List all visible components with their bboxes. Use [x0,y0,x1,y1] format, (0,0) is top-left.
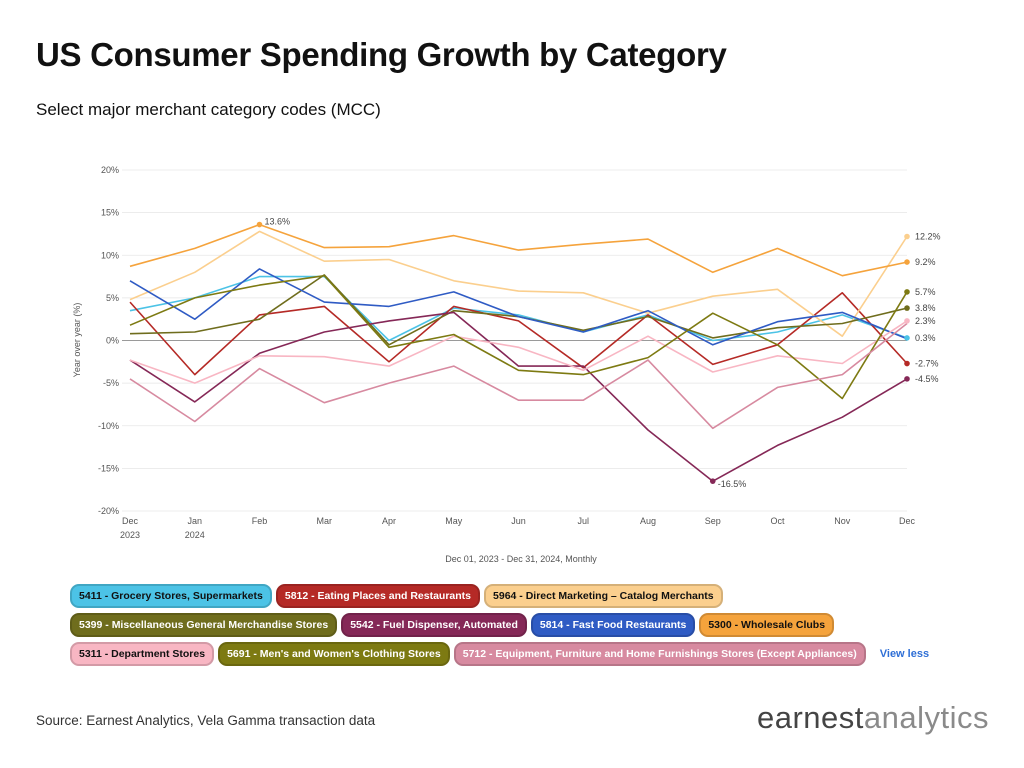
legend-chip[interactable]: 5411 - Grocery Stores, Supermarkets [70,584,272,608]
view-less-link[interactable]: View less [880,648,929,660]
end-value-label: 12.2% [915,231,941,241]
end-value-label: 0.3% [915,333,936,343]
chart-title: US Consumer Spending Growth by Category [36,36,727,74]
x-tick-label: Jun [511,516,526,526]
x-axis-ticks: Dec 2023 Jan 2024 Feb Mar Apr May Jun Jul Aug Sep Oc… [120,516,916,540]
y-axis-ticks: 20% 15% 10% 5% 0% -5% -10% -15% -20% [98,165,119,516]
legend-chip[interactable]: 5812 - Eating Places and Restaurants [276,584,480,608]
point-value-label: -16.5% [718,479,747,489]
x-tick-label: May [445,516,463,526]
legend-row: 5411 - Grocery Stores, Supermarkets 5812 … [70,584,970,608]
source-note: Source: Earnest Analytics, Vela Gamma tr… [36,713,375,728]
end-value-label: 3.8% [915,303,936,313]
end-point-marker [904,234,910,240]
x-axis-label: Dec 01, 2023 - Dec 31, 2024, Monthly [445,554,597,564]
legend: 5411 - Grocery Stores, Supermarkets 5812 … [70,584,970,671]
legend-chip[interactable]: 5691 - Men's and Women's Clothing Stores [218,642,450,666]
chart-subtitle: Select major merchant category codes (MC… [36,100,381,120]
x-tick-year-label: 2023 [120,530,140,540]
x-tick-label: Jan [187,516,202,526]
end-point-marker [904,259,910,265]
y-tick-label: 5% [106,293,119,303]
x-tick-year-label: 2024 [185,530,205,540]
end-value-label: 9.2% [915,257,936,267]
x-tick-label: Aug [640,516,656,526]
end-point-marker [904,305,910,311]
x-tick-label: Apr [382,516,396,526]
x-tick-label: Feb [252,516,268,526]
series-line [130,321,907,383]
end-value-label: -2.7% [915,359,939,369]
end-point-marker [904,318,910,324]
grid-lines [122,170,907,511]
value-labels: -16.5% 13.6% 12.2% 9.2% 5.7% 3.8% 2.3% 0.3% -2.7… [257,217,941,490]
y-tick-label: -20% [98,506,119,516]
legend-chip[interactable]: 5399 - Miscellaneous General Merchandise… [70,613,337,637]
legend-chip[interactable]: 5311 - Department Stores [70,642,214,666]
x-tick-label: Dec [122,516,139,526]
y-tick-label: -5% [103,378,119,388]
series-line [130,277,907,341]
legend-chip[interactable]: 5542 - Fuel Dispenser, Automated [341,613,527,637]
x-tick-label: Nov [834,516,851,526]
y-tick-label: 15% [101,208,119,218]
end-value-label: 5.7% [915,287,936,297]
x-tick-label: Jul [577,516,589,526]
point-marker [257,222,263,228]
series-line [130,312,907,481]
series-lines [130,225,907,482]
x-tick-label: Dec [899,516,916,526]
brand-logo-right: analytics [864,700,989,735]
series-line [130,225,907,276]
end-point-marker [904,361,910,367]
x-tick-label: Mar [317,516,333,526]
x-tick-label: Sep [705,516,721,526]
y-tick-label: 0% [106,336,119,346]
brand-logo: earnestanalytics [757,700,989,736]
end-point-marker [904,289,910,295]
end-value-label: 2.3% [915,316,936,326]
series-line [130,324,907,429]
end-point-marker [904,376,910,382]
point-value-label: 13.6% [265,217,291,227]
legend-chip[interactable]: 5300 - Wholesale Clubs [699,613,834,637]
legend-chip[interactable]: 5712 - Equipment, Furniture and Home Fur… [454,642,866,666]
y-axis-label: Year over year (%) [72,303,82,378]
y-tick-label: 10% [101,250,119,260]
y-tick-label: -10% [98,421,119,431]
legend-row: 5399 - Miscellaneous General Merchandise… [70,613,970,637]
y-tick-label: -15% [98,463,119,473]
legend-row: 5311 - Department Stores 5691 - Men's and… [70,642,970,666]
legend-chip[interactable]: 5964 - Direct Marketing – Catalog Mercha… [484,584,723,608]
legend-chip[interactable]: 5814 - Fast Food Restaurants [531,613,695,637]
line-chart: 20% 15% 10% 5% 0% -5% -10% -15% -20% Dec 2023 Jan 2… [0,150,1024,580]
end-value-label: -4.5% [915,374,939,384]
end-point-marker [904,335,910,341]
brand-logo-left: earnest [757,700,864,735]
point-marker [710,478,716,484]
y-tick-label: 20% [101,165,119,175]
x-tick-label: Oct [770,516,785,526]
